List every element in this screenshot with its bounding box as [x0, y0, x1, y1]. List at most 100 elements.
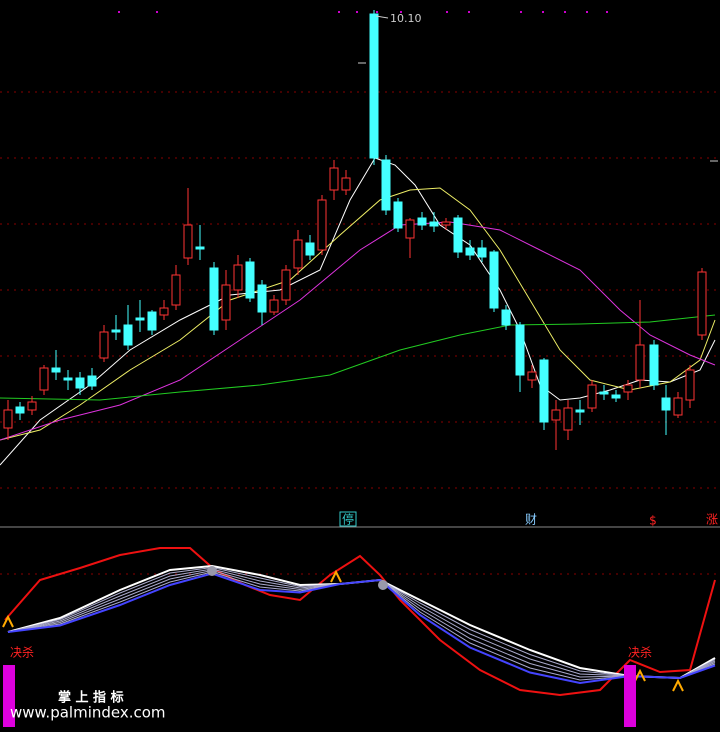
candle-body — [587, 384, 597, 409]
candle-body — [183, 224, 193, 259]
top-dot — [564, 11, 566, 13]
cross-dot — [207, 566, 217, 576]
signal-label: 决杀 — [10, 645, 34, 660]
candle-body — [341, 177, 351, 191]
candle-body — [563, 407, 573, 431]
candle-body — [515, 324, 525, 376]
candle-body — [27, 401, 37, 411]
candle-body — [527, 371, 537, 381]
candle-body — [611, 394, 621, 399]
ma-line — [0, 221, 716, 441]
marker: 停 — [342, 512, 354, 527]
signal-icon — [330, 569, 342, 583]
signal-bar — [624, 665, 636, 727]
candle-body — [661, 397, 671, 411]
indicator — [2, 547, 716, 697]
top-dot — [118, 11, 120, 13]
candle-body — [269, 299, 279, 313]
marker: $ — [649, 514, 657, 528]
candle-body — [623, 384, 633, 393]
candle-body — [685, 369, 695, 401]
candle-body — [305, 242, 315, 256]
top-dot — [520, 11, 522, 13]
high-label: 10.10 — [390, 12, 422, 25]
candle-body — [111, 329, 121, 333]
ma-line — [0, 187, 716, 441]
candle-body — [51, 367, 61, 373]
signal-label: 决杀 — [628, 645, 652, 660]
candle-body — [147, 311, 157, 331]
top-dot — [356, 11, 358, 13]
signal-line — [4, 547, 716, 697]
top-dot — [586, 11, 588, 13]
candle-body — [99, 331, 109, 359]
candle-body — [87, 375, 97, 387]
candle-body — [551, 409, 561, 421]
candle-body — [465, 247, 475, 256]
top-dot — [400, 11, 402, 13]
candle-body — [233, 264, 243, 291]
candles — [3, 10, 707, 450]
candle-body — [135, 317, 145, 321]
candle-body — [317, 199, 327, 251]
top-dot — [338, 11, 340, 13]
candle-body — [369, 13, 379, 159]
candle-body — [453, 217, 463, 253]
candle-body — [329, 167, 339, 191]
candle-body — [75, 377, 85, 389]
candle-body — [489, 251, 499, 309]
band-line — [7, 571, 716, 681]
band-line — [7, 566, 716, 679]
candle-body — [501, 309, 511, 326]
top-dot — [376, 11, 378, 13]
candle-body — [281, 269, 291, 301]
candle-body — [599, 391, 609, 395]
candle-body — [159, 307, 169, 316]
candle-body — [245, 261, 255, 299]
marker-box — [339, 511, 357, 527]
candle-body — [293, 239, 303, 269]
top-dot — [542, 11, 544, 13]
candle-body — [405, 219, 415, 239]
candle-body — [649, 344, 659, 386]
top-dot — [606, 11, 608, 13]
candle-body — [3, 409, 13, 429]
grid — [0, 11, 720, 575]
marker: 财 — [525, 513, 537, 527]
signal-icon — [2, 614, 14, 628]
cross-dot — [378, 580, 388, 590]
leader — [375, 15, 389, 19]
band-line — [7, 572, 716, 685]
band-line — [7, 569, 716, 679]
signal-icon — [634, 668, 646, 682]
candle-body — [697, 271, 707, 336]
marker: 涨 — [706, 512, 718, 527]
top-dot — [446, 11, 448, 13]
moving-averages — [0, 157, 716, 466]
candle-body — [15, 406, 25, 414]
candle-body — [63, 377, 73, 381]
candle-body — [257, 284, 267, 313]
band-line — [7, 568, 716, 679]
candle-body — [441, 221, 451, 226]
candle-body — [123, 324, 133, 346]
candle-body — [429, 221, 439, 227]
candle-body — [195, 246, 205, 250]
candle-body — [209, 267, 219, 331]
signal-icon — [672, 678, 684, 692]
candle-body — [39, 367, 49, 391]
candle-body — [477, 247, 487, 258]
watermark-url: www.palmindex.com — [10, 704, 166, 722]
top-dot — [468, 11, 470, 13]
candle-body — [673, 397, 683, 416]
ma-line — [0, 314, 716, 401]
candle-body — [635, 344, 645, 381]
top-dot — [156, 11, 158, 13]
signal-bar — [3, 665, 15, 727]
candle-body — [221, 284, 231, 321]
candle-body — [539, 359, 549, 423]
watermark-brand: 掌 上 指 标 — [58, 690, 124, 706]
ma-line — [0, 157, 716, 466]
candle-body — [575, 409, 585, 413]
